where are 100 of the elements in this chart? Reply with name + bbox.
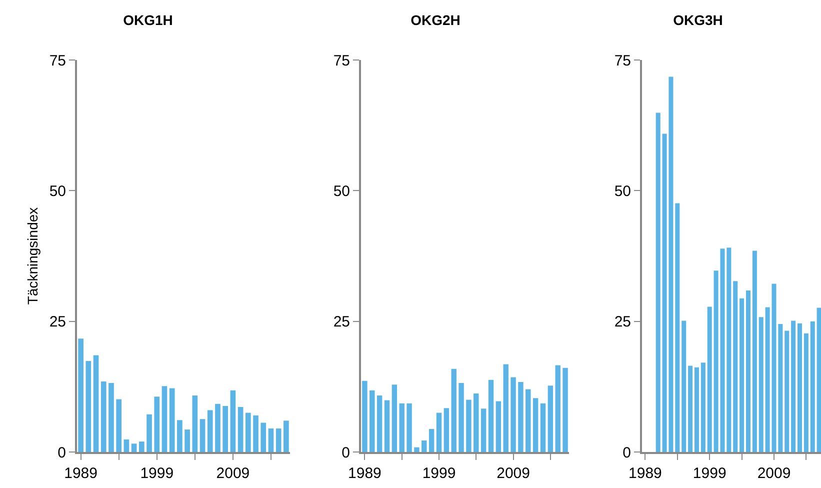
bar [376, 396, 382, 452]
bar [496, 401, 502, 452]
chart-title: OKG1H [123, 12, 173, 28]
bar [675, 203, 680, 452]
bar [656, 112, 660, 452]
bar [540, 403, 546, 452]
bar [362, 380, 368, 452]
bar [116, 399, 122, 452]
bar [798, 323, 802, 452]
bar [503, 364, 508, 452]
y-tick-label: 0 [342, 444, 350, 462]
bar [260, 422, 266, 452]
bar [78, 338, 84, 452]
bar [276, 428, 282, 452]
x-tick-label: 1989 [348, 465, 382, 482]
bar [726, 248, 732, 452]
chart-title: OKG2H [410, 12, 460, 28]
bar [810, 321, 815, 452]
bar [392, 384, 398, 452]
bar [804, 333, 808, 452]
y-tick-label: 75 [49, 52, 66, 70]
bar [688, 366, 693, 452]
bar [93, 355, 99, 452]
bar [488, 380, 494, 452]
bar [86, 361, 92, 452]
bar [555, 365, 560, 452]
y-tick-label: 50 [49, 182, 66, 200]
bar [406, 403, 412, 452]
y-tick-label: 0 [622, 444, 631, 462]
x-tick-label: 2009 [496, 465, 530, 482]
bar [253, 415, 258, 452]
bar [230, 390, 236, 452]
bar [200, 419, 206, 452]
bar [428, 429, 434, 452]
y-tick-label: 50 [614, 182, 631, 200]
bar [124, 439, 130, 452]
bar [154, 396, 160, 452]
bar [451, 368, 456, 452]
bar [733, 281, 738, 452]
bar [740, 298, 744, 452]
bar [526, 389, 531, 452]
bar [146, 414, 152, 452]
bar [444, 408, 450, 452]
bar [246, 412, 251, 452]
bar [184, 430, 190, 452]
x-tick-label: 2009 [216, 465, 250, 482]
bar [784, 330, 790, 452]
y-tick-label: 75 [333, 52, 350, 70]
bar [238, 407, 244, 452]
bar [458, 383, 464, 452]
x-tick-label: 1989 [628, 465, 662, 482]
bar [436, 412, 442, 452]
x-tick-label: 2009 [757, 465, 791, 482]
bar [700, 362, 706, 452]
bar [791, 320, 796, 452]
bar [562, 368, 568, 452]
bar [758, 317, 764, 452]
bar [746, 290, 750, 452]
bar [268, 428, 274, 452]
bar [518, 382, 524, 452]
bar [284, 420, 289, 452]
bar [207, 410, 213, 452]
bar [192, 396, 198, 452]
bar [414, 447, 420, 452]
bar [510, 377, 516, 452]
chart-title: OKG3H [673, 12, 723, 28]
y-tick-label: 0 [58, 444, 66, 462]
bar [752, 250, 757, 452]
bar [384, 400, 390, 452]
bar [466, 400, 472, 452]
y-tick-label: 25 [49, 314, 66, 331]
bar [694, 367, 699, 452]
bar [108, 383, 114, 452]
bar [162, 386, 168, 452]
bar [131, 444, 137, 452]
x-tick-label: 1999 [692, 465, 726, 482]
y-tick-label: 75 [614, 52, 631, 70]
y-tick-label: 25 [614, 314, 631, 331]
bar [399, 403, 404, 452]
bar [139, 442, 144, 452]
y-tick-label: 25 [333, 314, 350, 331]
bar [532, 398, 538, 452]
bar [816, 308, 821, 452]
bar [548, 386, 554, 452]
y-tick-label: 50 [333, 182, 350, 200]
bar [682, 320, 686, 452]
bar [422, 440, 427, 452]
bar [215, 404, 220, 452]
bar [100, 381, 106, 452]
x-tick-label: 1989 [64, 465, 98, 482]
y-axis-title: Täckningsindex [24, 207, 40, 305]
bar [480, 408, 486, 452]
bar [177, 420, 182, 452]
bar [169, 388, 175, 452]
bar [222, 406, 228, 452]
x-tick-label: 1999 [140, 465, 174, 482]
bar [474, 393, 479, 452]
bar [707, 306, 712, 452]
bar [370, 390, 375, 452]
x-tick-label: 1999 [422, 465, 456, 482]
